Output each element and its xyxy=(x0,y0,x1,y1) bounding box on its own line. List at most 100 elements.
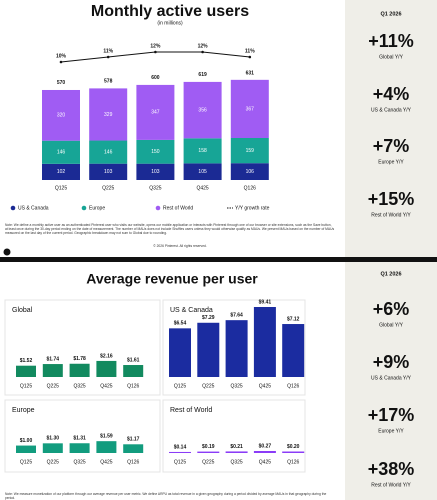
panel-title: US & Canada xyxy=(170,307,213,314)
stat-value: +11% xyxy=(368,31,414,51)
bar xyxy=(42,364,63,377)
bar-segment xyxy=(230,138,269,164)
bar xyxy=(123,365,144,377)
x-tick-label: Q126 xyxy=(244,185,256,191)
value-label: $0.21 xyxy=(230,444,243,450)
value-label: $7.64 xyxy=(230,312,243,318)
legend-label: Europe xyxy=(89,205,105,211)
bar-segment xyxy=(136,139,175,164)
value-label: $1.61 xyxy=(127,357,140,363)
x-tick-label: Q125 xyxy=(174,383,186,389)
bar xyxy=(69,443,90,453)
total-label: 570 xyxy=(57,80,66,86)
growth-label: 12% xyxy=(198,43,209,49)
stat-label: US & Canada Y/Y xyxy=(371,107,412,113)
bar xyxy=(96,360,117,377)
bar xyxy=(253,450,276,453)
panel-box xyxy=(4,399,161,473)
growth-point xyxy=(201,50,204,54)
value-label: $0.20 xyxy=(287,444,300,450)
value-label: $7.29 xyxy=(202,315,215,321)
segment-label: 146 xyxy=(57,150,66,156)
legend-label: Y/Y growth rate xyxy=(235,205,270,211)
sidebar-period: Q1 2026 xyxy=(380,11,401,17)
panel-box xyxy=(4,299,161,396)
stat-value: +4% xyxy=(373,84,410,104)
sidebar-period: Q1 2026 xyxy=(380,271,401,277)
total-label: 578 xyxy=(104,79,113,85)
bar-segment xyxy=(42,140,80,164)
growth-point xyxy=(248,55,252,59)
segment-label: 102 xyxy=(57,169,66,175)
x-tick-label: Q125 xyxy=(174,459,186,465)
segment-label: 146 xyxy=(104,149,113,155)
value-label: $1.59 xyxy=(100,434,113,440)
x-tick-label: Q325 xyxy=(73,383,85,389)
x-tick-label: Q126 xyxy=(287,459,299,465)
segment-label: 159 xyxy=(246,148,255,154)
stat-value: +38% xyxy=(368,459,415,479)
bar xyxy=(253,307,276,377)
value-label: $1.30 xyxy=(47,436,60,442)
x-tick-label: Q425 xyxy=(100,459,112,465)
x-tick-label: Q126 xyxy=(127,383,139,389)
note: Note: We measure monetization of our pla… xyxy=(5,492,327,500)
panel-title: Rest of World xyxy=(170,407,212,414)
growth-label: 12% xyxy=(150,43,161,49)
bar xyxy=(69,363,90,377)
growth-label: 11% xyxy=(103,48,113,54)
growth-label: 11% xyxy=(245,48,255,54)
bar-segment xyxy=(42,163,80,180)
value-label: $1.00 xyxy=(20,438,33,444)
x-tick-label: Q225 xyxy=(102,185,114,191)
segment-label: 106 xyxy=(246,169,255,175)
value-label: $9.41 xyxy=(259,299,272,305)
bar-segment xyxy=(42,89,80,141)
segment-label: 347 xyxy=(151,110,160,116)
chart-title: Monthly active users xyxy=(91,3,249,20)
bar-segment xyxy=(230,163,269,180)
bar xyxy=(197,451,220,453)
chart-subtitle: (in millions) xyxy=(157,20,183,26)
growth-point xyxy=(154,50,157,54)
stat-label: Rest of World Y/Y xyxy=(371,212,411,218)
stat-label: US & Canada Y/Y xyxy=(371,375,412,381)
x-tick-label: Q425 xyxy=(259,383,271,389)
segment-label: 103 xyxy=(104,169,113,175)
legend-label: Rest of World xyxy=(163,205,193,211)
growth-line xyxy=(60,51,250,63)
value-label: $6.54 xyxy=(174,321,187,327)
stat-label: Rest of World Y/Y xyxy=(371,482,411,488)
segment-label: 103 xyxy=(151,169,160,175)
x-tick-label: Q325 xyxy=(230,459,242,465)
bar-segment xyxy=(183,138,222,164)
x-tick-label: Q225 xyxy=(202,459,214,465)
stat-value: +9% xyxy=(373,352,410,372)
x-tick-label: Q225 xyxy=(47,383,59,389)
value-label: $0.14 xyxy=(174,444,187,450)
x-tick-label: Q425 xyxy=(100,383,112,389)
value-label: $2.16 xyxy=(100,353,113,359)
bar-segment xyxy=(136,84,175,140)
total-label: 619 xyxy=(198,72,207,78)
legend-swatch xyxy=(155,205,161,211)
x-tick-label: Q325 xyxy=(73,459,85,465)
bar xyxy=(197,322,220,377)
total-label: 600 xyxy=(151,75,160,81)
segment-label: 150 xyxy=(151,149,160,155)
bar xyxy=(282,324,305,377)
stat-value: +15% xyxy=(368,189,415,209)
bar-segment xyxy=(89,163,128,180)
legend-swatch xyxy=(10,205,16,211)
value-label: $1.74 xyxy=(47,356,60,362)
legend-swatch xyxy=(81,205,87,211)
sidebar-bg xyxy=(345,0,437,258)
segment-label: 158 xyxy=(198,148,207,154)
x-tick-label: Q126 xyxy=(127,459,139,465)
stat-label: Global Y/Y xyxy=(379,54,403,60)
growth-point xyxy=(59,60,63,64)
x-tick-label: Q125 xyxy=(20,459,32,465)
bar-segment xyxy=(89,88,128,141)
